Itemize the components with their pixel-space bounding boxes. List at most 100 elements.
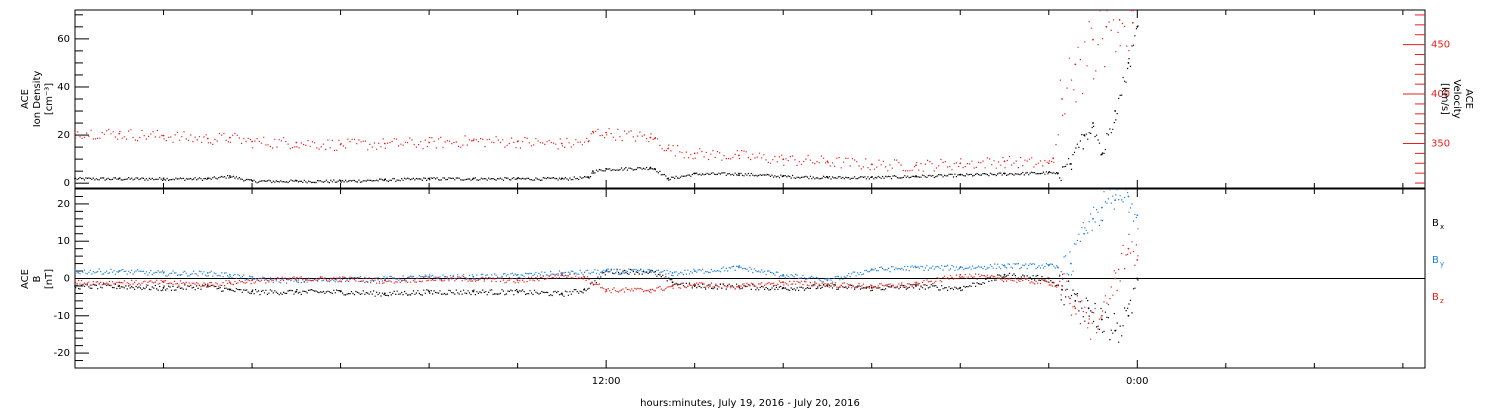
data-point <box>738 285 740 287</box>
top-left-ylabel-line1: ACE <box>20 89 31 109</box>
data-point <box>428 290 430 293</box>
data-point <box>667 177 670 180</box>
data-point <box>229 273 231 276</box>
series-points <box>75 10 1135 172</box>
x-axis-title: hours:minutes, July 19, 2016 - July 20, … <box>640 398 860 409</box>
data-point <box>1114 110 1117 112</box>
data-point <box>295 141 298 144</box>
legend-bz-sub: z <box>1440 297 1444 305</box>
data-point <box>516 290 519 293</box>
data-point <box>118 177 121 180</box>
data-point <box>1087 322 1090 325</box>
top-right-ylabel-line1: ACE <box>1463 89 1474 109</box>
series-points <box>75 25 1139 184</box>
top-left-tick-label: 40 <box>57 82 70 93</box>
data-point <box>1100 206 1103 209</box>
data-point <box>295 279 298 282</box>
data-point <box>605 270 608 272</box>
bottom-left-tick-label: 10 <box>57 236 70 247</box>
data-point <box>1092 38 1094 41</box>
bottom-left-tick-label: -20 <box>54 348 70 359</box>
data-point <box>1118 18 1121 21</box>
data-point <box>118 270 121 272</box>
data-point <box>583 275 585 278</box>
series-by <box>74 189 1139 284</box>
data-point <box>1136 214 1139 217</box>
data-point <box>653 167 656 170</box>
data-point <box>118 132 121 135</box>
data-point <box>383 142 386 145</box>
data-point <box>162 177 165 180</box>
data-point <box>1092 122 1094 124</box>
top-panel-series <box>74 10 1139 184</box>
data-point <box>782 286 785 289</box>
data-point <box>74 130 76 133</box>
data-point <box>472 139 475 142</box>
data-point <box>74 281 76 284</box>
data-point <box>1074 299 1077 302</box>
data-point <box>1047 162 1050 165</box>
data-point <box>1003 172 1006 175</box>
x-axis: 12:00 0:00 <box>74 10 1404 387</box>
data-point <box>826 279 829 282</box>
data-point <box>1003 273 1006 276</box>
data-point <box>587 140 590 143</box>
data-point <box>1074 63 1077 66</box>
data-point <box>1136 277 1139 280</box>
data-point <box>649 288 652 291</box>
data-point <box>472 290 475 293</box>
data-point <box>782 273 785 276</box>
data-point <box>738 266 740 269</box>
data-point <box>870 285 873 287</box>
legend-by-main: B <box>1432 255 1439 266</box>
data-point <box>915 266 917 269</box>
data-point <box>583 288 585 291</box>
data-point <box>782 175 785 177</box>
data-point <box>1047 281 1050 284</box>
data-point <box>206 137 209 140</box>
data-point <box>74 270 76 272</box>
data-point <box>1047 171 1050 174</box>
data-point <box>339 290 342 293</box>
data-point <box>251 179 253 182</box>
data-point <box>1003 160 1006 163</box>
data-point <box>560 142 563 145</box>
data-point <box>959 173 962 176</box>
top-right-tick-label: 450 <box>1431 40 1450 51</box>
data-point <box>74 177 76 180</box>
data-point <box>738 172 740 175</box>
data-point <box>693 270 696 272</box>
data-point <box>162 286 165 289</box>
bottom-left-tick-label: 20 <box>57 199 70 210</box>
data-point <box>516 140 519 143</box>
bottom-panel-axes: -20 -10 0 10 20 <box>54 195 1425 362</box>
top-left-ylabel-line3: [cm⁻³] <box>44 83 55 115</box>
data-point <box>1127 247 1130 250</box>
series-ion-density <box>74 25 1139 184</box>
data-point <box>229 136 231 139</box>
data-point <box>206 283 209 285</box>
data-point <box>516 279 519 282</box>
data-point <box>1087 307 1090 310</box>
top-right-ylabel-line3: [km/s] <box>1439 83 1450 115</box>
top-right-tick-label: 400 <box>1431 89 1450 100</box>
series-points <box>75 233 1139 340</box>
data-point <box>162 281 165 284</box>
data-point <box>1100 314 1103 317</box>
data-point <box>1047 277 1050 280</box>
data-point <box>1136 25 1139 28</box>
data-point <box>206 272 209 274</box>
bottom-left-tick-label: -10 <box>54 311 70 322</box>
series-bx <box>74 268 1139 343</box>
data-point <box>959 286 962 289</box>
legend-by-sub: y <box>1440 260 1444 268</box>
data-point <box>472 275 475 278</box>
data-point <box>959 162 962 165</box>
data-point <box>339 143 342 146</box>
data-point <box>251 279 253 282</box>
bottom-left-ylabel-line1: ACE <box>20 269 31 289</box>
data-point <box>1114 329 1117 332</box>
data-point <box>1083 134 1086 136</box>
data-point <box>649 136 652 139</box>
data-point <box>693 172 696 175</box>
